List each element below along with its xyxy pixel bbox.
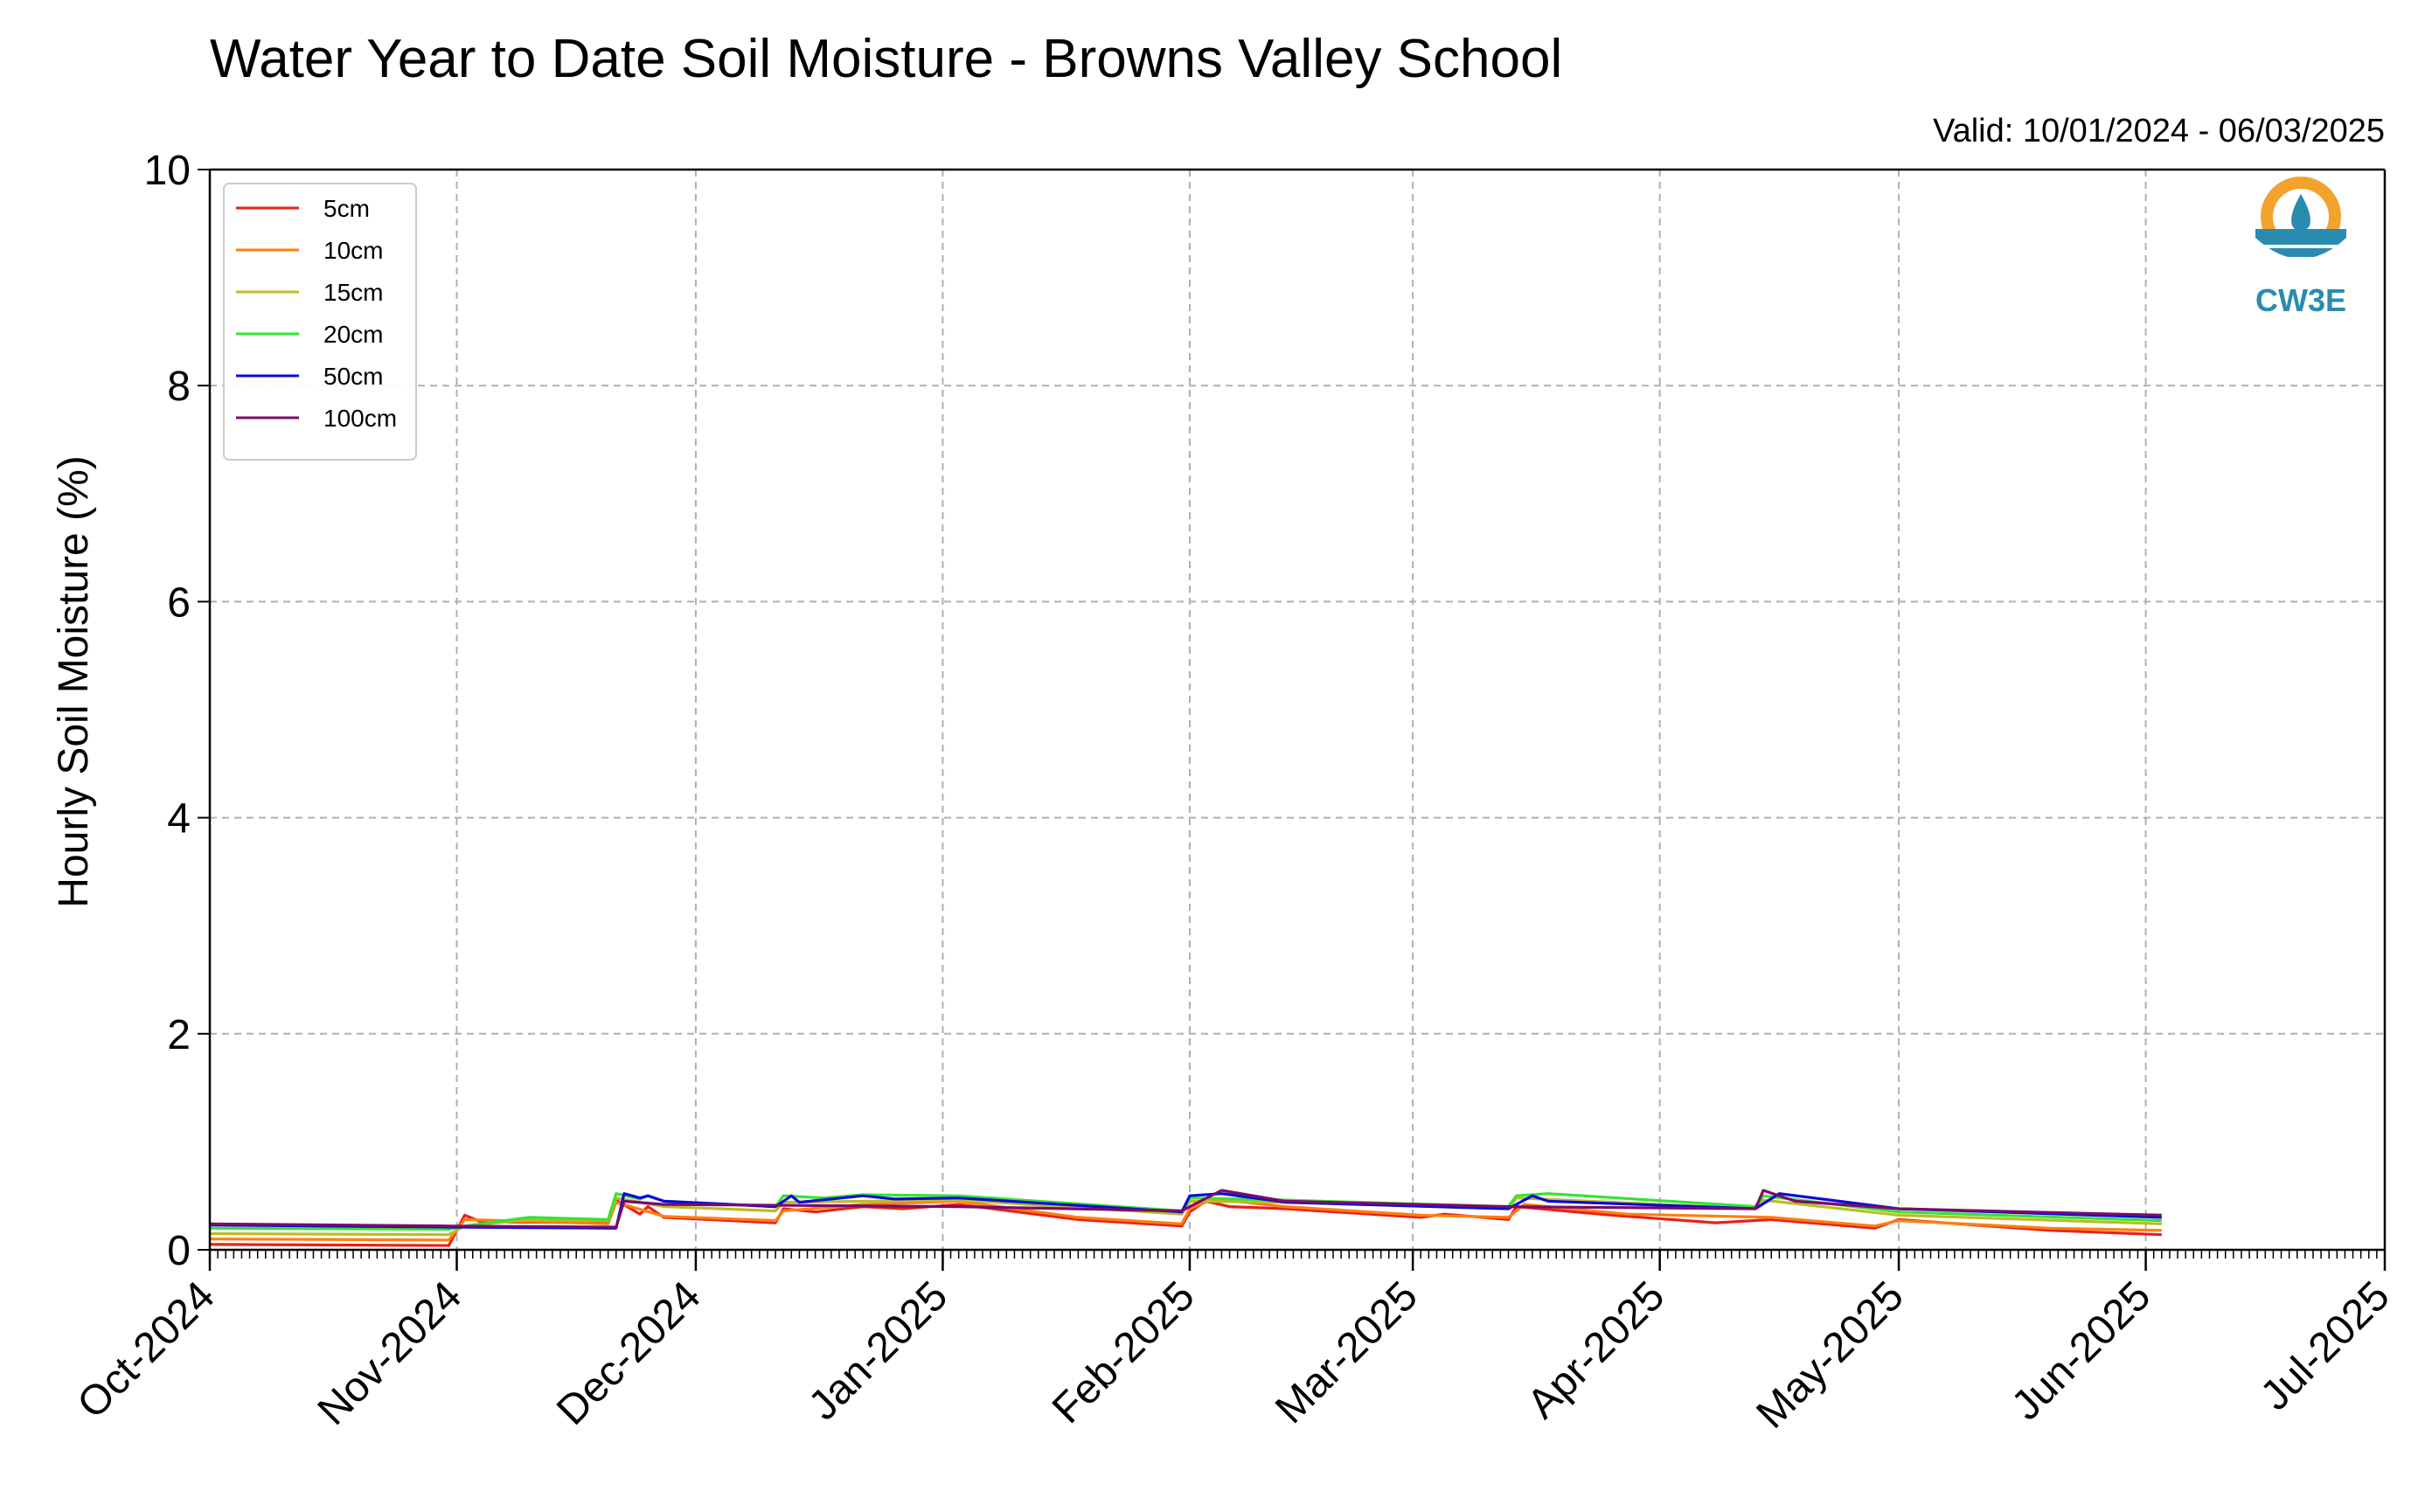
- valid-date-range: Valid: 10/01/2024 - 06/03/2025: [1933, 113, 2385, 149]
- legend-label-50cm: 50cm: [323, 363, 383, 390]
- series-line-50cm: [209, 1192, 2162, 1230]
- legend-box: [223, 183, 417, 461]
- y-tick-label: 8: [167, 364, 191, 410]
- y-tick-label: 0: [167, 1228, 191, 1274]
- legend-label-10cm: 10cm: [323, 237, 383, 264]
- y-tick-label: 4: [167, 796, 191, 843]
- logo-droplet-icon: [2291, 194, 2310, 232]
- legend-label-20cm: 20cm: [323, 321, 383, 348]
- y-tick-label: 10: [144, 148, 191, 194]
- legend-label-100cm: 100cm: [323, 405, 397, 432]
- y-tick-label: 2: [167, 1012, 191, 1058]
- y-axis-label: Hourly Soil Moisture (%): [51, 455, 97, 907]
- series-line-20cm: [209, 1192, 2162, 1231]
- legend-label-5cm: 5cm: [323, 195, 370, 222]
- data-series: [209, 1189, 2162, 1247]
- series-line-100cm: [209, 1189, 2162, 1229]
- legend: 5cm 10cm 15cm 20cm 50cm 100cm: [223, 183, 417, 461]
- logo-text: CW3E: [2255, 282, 2346, 318]
- legend-label-15cm: 15cm: [323, 279, 383, 306]
- grid-lines: [210, 170, 2385, 1250]
- chart-title: Water Year to Date Soil Moisture - Brown…: [210, 29, 1562, 89]
- y-tick-label: 6: [167, 579, 191, 626]
- axes: [208, 168, 2387, 1252]
- cw3e-logo: CW3E: [2255, 177, 2346, 318]
- logo-water-icon: [2255, 229, 2346, 259]
